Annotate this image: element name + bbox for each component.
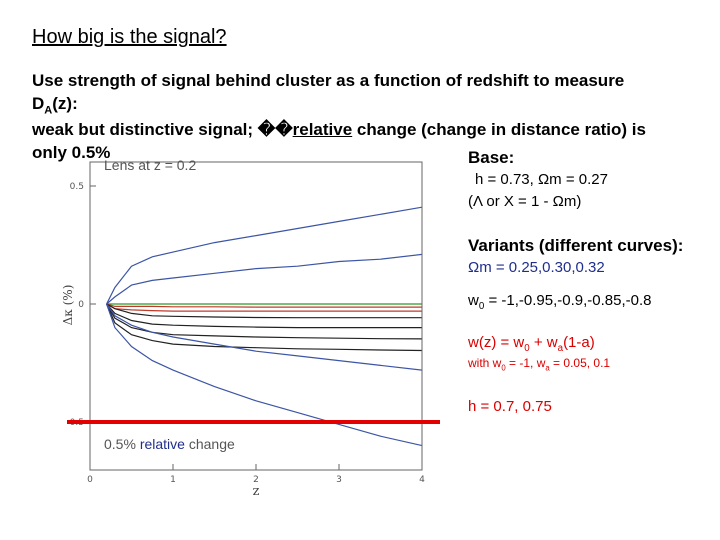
series-group xyxy=(106,206,423,447)
x-tick-label: 3 xyxy=(336,475,342,485)
line3-pre: weak but distinctive signal; �� xyxy=(32,120,293,139)
y-tick-label: 0.5 xyxy=(70,182,84,192)
series-line-5 xyxy=(106,303,422,312)
variants-label: Variants (different curves): xyxy=(468,236,684,255)
variants-omega: Ωm = 0.25,0.30,0.32 xyxy=(468,259,605,276)
lens-annotation: Lens at z = 0.2 xyxy=(104,157,196,173)
line3-relative: relative xyxy=(292,120,353,139)
w0-variants: w0 = -1,-0.95,-0.9,-0.85,-0.8 xyxy=(468,292,652,312)
wz-parameters: with w0 = -1, wa = 0.05, 0.1 xyxy=(468,356,611,373)
wz-equation: w(z) = w0 + wa(1-a) xyxy=(468,334,595,354)
intro-line-1: Use strength of signal behind cluster as… xyxy=(32,71,625,90)
y-tick-label: 0 xyxy=(78,300,84,310)
intro-line-4: only 0.5% xyxy=(32,143,111,162)
series-line-1 xyxy=(106,206,423,305)
base-h: h = 0.73, Ωm = 0.27 xyxy=(475,171,608,188)
series-line-4 xyxy=(106,303,422,308)
relative-change-annotation: 0.5% relative change xyxy=(104,436,235,452)
series-line-6 xyxy=(106,303,422,319)
x-tick-label: 4 xyxy=(419,475,425,485)
base-lambda: (Λ or X = 1 - Ωm) xyxy=(468,193,582,210)
series-line-8 xyxy=(106,303,423,340)
h-variants: h = 0.7, 0.75 xyxy=(468,398,552,415)
series-line-2 xyxy=(106,253,423,305)
series-line-11 xyxy=(106,303,423,447)
slide-title: How big is the signal? xyxy=(32,26,227,48)
x-tick-label: 1 xyxy=(170,475,176,485)
da-argument: (z): xyxy=(52,94,78,113)
base-label: Base: xyxy=(468,148,515,167)
x-axis-label: z xyxy=(253,484,260,499)
intro-line-3: weak but distinctive signal; ��relative … xyxy=(32,120,646,140)
da-symbol: D xyxy=(32,94,45,113)
x-tick-label: 0 xyxy=(87,475,93,485)
line3-post: change (change in distance ratio) is xyxy=(352,120,646,139)
series-line-9 xyxy=(106,303,423,352)
intro-line-2: DA(z): xyxy=(32,94,78,116)
da-subscript: A xyxy=(44,104,53,117)
x-tick-label: 2 xyxy=(253,475,259,485)
series-line-7 xyxy=(106,303,422,329)
y-axis-label: Δκ (%) xyxy=(61,285,75,326)
series-line-10 xyxy=(106,303,423,371)
